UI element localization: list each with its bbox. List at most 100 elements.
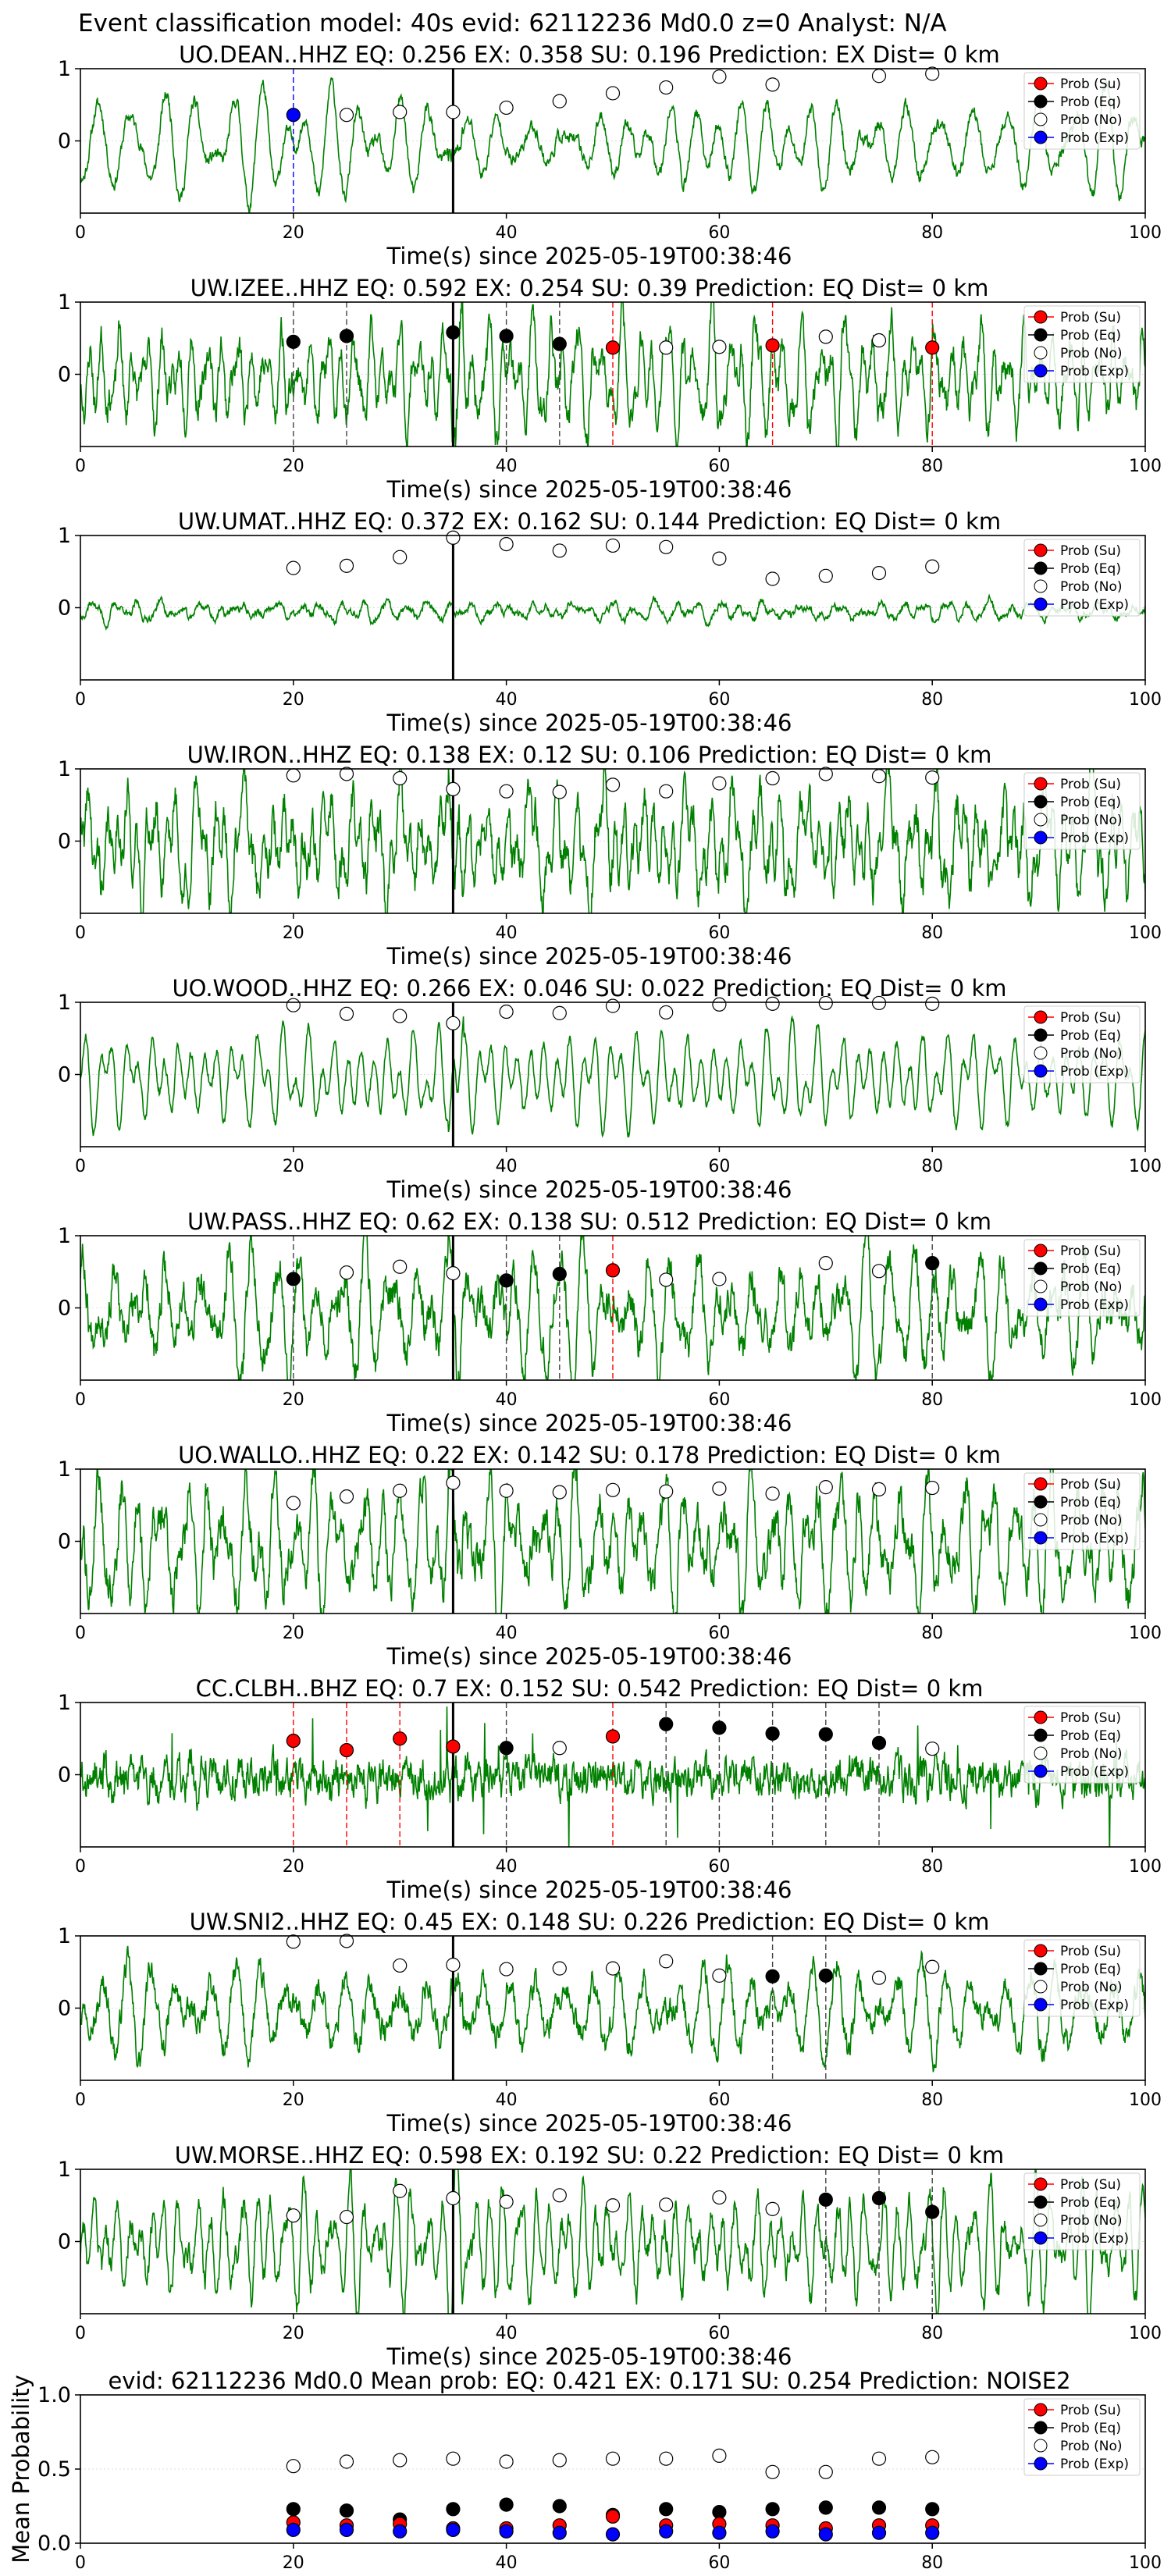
x-axis-label: Time(s) since 2025-05-19T00:38:46 [386,243,792,269]
station-panel: UO.WOOD..HHZ EQ: 0.266 EX: 0.046 SU: 0.0… [58,975,1162,1203]
x-tick-label: 80 [921,2090,943,2110]
legend-frame [1023,772,1141,850]
panel-title: UO.WALLO..HHZ EQ: 0.22 EX: 0.142 SU: 0.1… [178,1442,1001,1468]
x-tick-label: 0 [75,923,86,943]
legend-label-eq: Prob (Eq) [1060,1962,1121,1977]
prob-no-point [552,2188,567,2203]
prob-su-point [286,1733,301,1749]
legend-label-su: Prob (Su) [1060,2177,1121,2193]
prob-no-point [499,1004,514,1019]
legend-marker-eq [1034,94,1048,109]
panel-title: CC.CLBH..BHZ EQ: 0.7 EX: 0.152 SU: 0.542… [196,1675,984,1702]
prob-eq-point [818,1968,833,1983]
legend-label-eq: Prob (Eq) [1060,1495,1121,1510]
legend: Prob (Su) Prob (Eq) Prob (No) Prob (Exp) [1023,1239,1141,1317]
legend-label-eq: Prob (Eq) [1060,1028,1121,1044]
legend-marker-exp [1034,1297,1048,1311]
prob-no-point [871,565,887,581]
prob-no-point [871,333,887,348]
legend-marker-eq [1034,1728,1048,1742]
prob-eq-point [659,2502,674,2517]
x-tick-label: 0 [75,2553,86,2573]
legend-frame [1023,72,1141,150]
prob-eq-point [499,329,514,343]
legend-label-eq: Prob (Eq) [1060,561,1121,577]
x-tick-label: 100 [1129,923,1162,943]
y-tick-label: 0 [58,130,71,154]
prob-no-point [499,100,514,116]
y-tick-label: 1 [58,1224,71,1248]
legend-frame [1023,1706,1141,1784]
x-tick-label: 80 [921,1857,943,1877]
prob-no-point [712,1481,727,1496]
legend-marker-exp [1034,1764,1048,1778]
prob-eq-point [499,1273,514,1288]
prob-no-point [552,1005,567,1020]
x-tick-label: 20 [283,1390,304,1410]
legend-marker-no [1034,1279,1048,1293]
panel-title: UW.SNI2..HHZ EQ: 0.45 EX: 0.148 SU: 0.22… [190,1909,990,1935]
prob-su-point [339,1742,354,1758]
prob-no-point [925,996,940,1011]
y-tick-label: 0 [58,2230,71,2254]
prob-su-point [605,1263,621,1278]
x-tick-label: 80 [921,923,943,943]
mean-probability-panel: evid: 62112236 Md0.0 Mean prob: EQ: 0.42… [8,2368,1162,2573]
prob-no-point [446,2451,461,2466]
legend-marker-su [1034,1477,1048,1491]
prob-eq-point [818,2500,833,2515]
legend-marker-eq [1034,2421,1048,2435]
y-axis-label: Mean Probability [8,2375,34,2564]
legend-marker-su [1034,76,1048,91]
legend-frame [1023,2398,1141,2476]
prob-no-point [712,1968,727,1983]
prob-no-point [286,998,301,1012]
y-tick-label: 0 [58,1763,71,1788]
prob-eq-point [446,2502,461,2517]
prob-no-point [765,2201,780,2216]
legend-marker-exp [1034,1998,1048,2012]
legend-label-no: Prob (No) [1060,1046,1123,1062]
prob-no-point [393,1483,408,1498]
legend-label-exp: Prob (Exp) [1060,1998,1129,2013]
legend-label-exp: Prob (Exp) [1060,2231,1129,2247]
x-tick-label: 0 [75,1624,86,1643]
prob-no-point [659,2451,674,2466]
x-tick-label: 40 [496,1624,518,1643]
prob-exp-point [286,2522,301,2537]
axes-frame [80,2169,1146,2314]
prob-no-point [818,767,833,781]
station-panel: CC.CLBH..BHZ EQ: 0.7 EX: 0.152 SU: 0.542… [58,1675,1162,1903]
prob-eq-point [765,2502,780,2517]
legend-marker-no [1034,813,1048,827]
prob-no-point [446,781,461,797]
prob-eq-point [925,2204,940,2219]
legend-marker-exp [1034,2457,1048,2471]
legend-label-exp: Prob (Exp) [1060,831,1129,846]
prob-no-point [871,69,887,84]
legend-marker-su [1034,777,1048,791]
x-tick-label: 40 [496,1157,518,1176]
legend: Prob (Su) Prob (Eq) Prob (No) Prob (Exp) [1023,772,1141,850]
prob-eq-point [871,1735,887,1750]
station-panel: UW.PASS..HHZ EQ: 0.62 EX: 0.138 SU: 0.51… [58,1208,1162,1436]
prob-no-point [871,1970,887,1985]
legend-label-eq: Prob (Eq) [1060,795,1121,810]
x-tick-label: 60 [708,690,730,710]
station-panel: UW.IRON..HHZ EQ: 0.138 EX: 0.12 SU: 0.10… [58,742,1162,970]
legend-label-exp: Prob (Exp) [1060,130,1129,146]
prob-no-point [446,2190,461,2206]
prob-no-point [393,770,408,786]
x-tick-label: 60 [708,2090,730,2110]
legend-marker-no [1034,1746,1048,1760]
x-tick-label: 0 [75,223,86,243]
legend: Prob (Su) Prob (Eq) Prob (No) Prob (Exp) [1023,1939,1141,2017]
x-axis-label: Time(s) since 2025-05-19T00:38:46 [386,943,792,970]
legend-label-eq: Prob (Eq) [1060,2195,1121,2211]
legend-marker-eq [1034,1261,1048,1276]
legend-marker-su [1034,1244,1048,1258]
prob-no-point [552,94,567,109]
prob-exp-point [499,2524,514,2539]
x-tick-label: 60 [708,923,730,943]
legend-frame [1023,2172,1141,2250]
